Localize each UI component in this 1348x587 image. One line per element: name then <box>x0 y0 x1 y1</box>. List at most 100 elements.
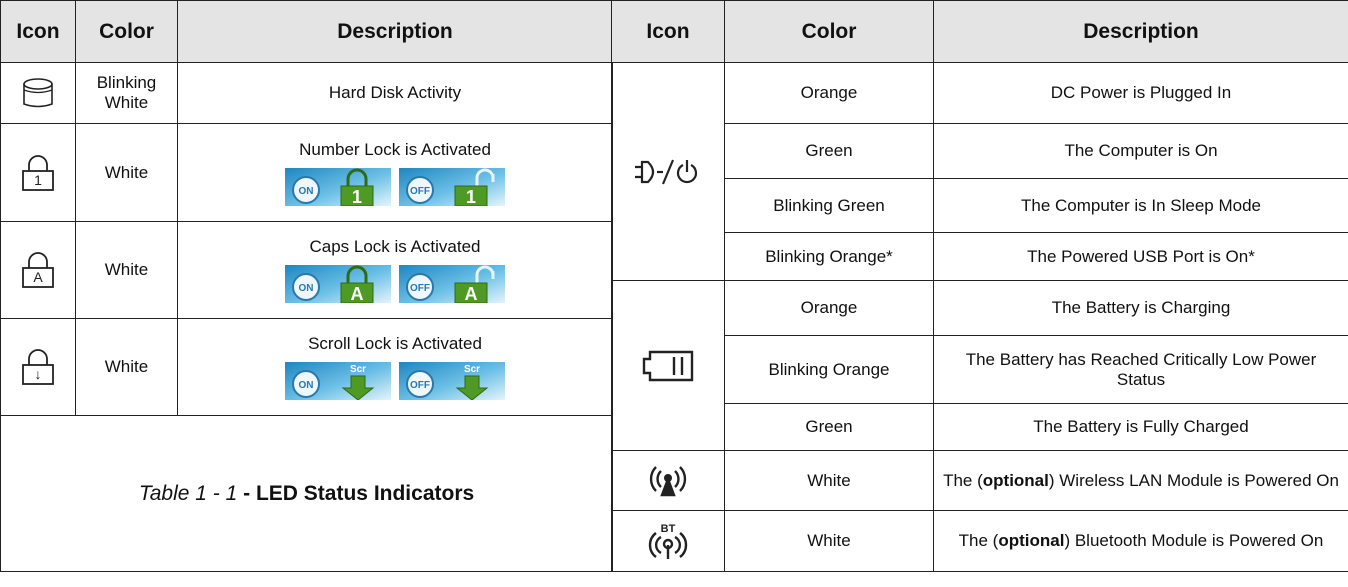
badge-key: A <box>351 284 364 303</box>
badges: ON 1 OFF 1 <box>184 167 606 206</box>
badge-state <box>406 273 434 301</box>
left-table: Icon Color Description Blinking White Ha… <box>0 0 613 572</box>
header: Icon <box>611 0 725 63</box>
badges: ON Scr OFF Scr <box>184 362 606 400</box>
header: Color <box>75 0 178 63</box>
description-cell: Scroll Lock is Activated ON Scr OFF Scr <box>177 318 613 416</box>
shackle <box>28 154 48 171</box>
icon-cell <box>611 62 725 281</box>
color-cell: White <box>724 450 934 511</box>
disk-icon <box>23 78 53 108</box>
caption-title: - LED Status Indicators <box>243 481 475 505</box>
icon-cell <box>611 450 725 511</box>
badge-state-label: ON <box>299 380 314 391</box>
header: Description <box>177 0 613 63</box>
description-cell: The Battery has Reached Critically Low P… <box>933 335 1348 404</box>
badge: ON Scr <box>285 362 391 400</box>
badge-state <box>292 175 320 204</box>
badge: OFF A <box>399 265 505 303</box>
right-table: Icon Color Description Orange DC Power i… <box>611 0 1348 572</box>
description-cell: Caps Lock is Activated ON A OFF A <box>177 221 613 319</box>
num-lock-icon: 1 <box>22 154 54 191</box>
icon-label: ↓ <box>35 366 42 382</box>
power-icon <box>635 159 698 184</box>
badge-state <box>292 370 320 398</box>
description-cell: The (optional) Wireless LAN Module is Po… <box>933 450 1348 511</box>
description-bold: optional <box>982 470 1049 490</box>
color-cell: White <box>75 318 178 416</box>
shackle <box>475 265 495 283</box>
badge: OFF Scr <box>399 362 505 400</box>
lock-body <box>454 282 488 303</box>
badge-state-label: OFF <box>410 186 430 197</box>
lock-body <box>340 282 374 303</box>
description: Caps Lock is Activated <box>309 237 481 256</box>
lock-body <box>454 185 488 206</box>
icon-cell: ↓ <box>0 318 76 416</box>
description-cell: Number Lock is Activated ON 1 OFF 1 <box>177 123 613 222</box>
description-cell: The Computer is On <box>933 123 1348 179</box>
color-cell: White <box>724 510 934 572</box>
header: Description <box>933 0 1348 63</box>
badge-key: A <box>465 284 478 303</box>
arrow <box>341 375 375 400</box>
badge-state <box>406 175 434 204</box>
description-cell: The Powered USB Port is On* <box>933 232 1348 281</box>
description-after: ) Bluetooth Module is Powered On <box>1064 531 1324 550</box>
icon-cell <box>611 280 725 451</box>
badge-key: Scr <box>350 364 366 375</box>
caps-lock-icon: A <box>22 252 54 288</box>
lock-body <box>22 169 54 191</box>
description-cell: The Battery is Fully Charged <box>933 403 1348 451</box>
color-cell: Green <box>724 123 934 179</box>
color-cell: White <box>75 221 178 319</box>
badges: ON A OFF A <box>184 265 606 303</box>
caption-label: Table 1 - 1 <box>138 481 238 505</box>
color-cell: Orange <box>724 280 934 336</box>
bluetooth-icon: BT <box>648 523 688 559</box>
icon-label: 1 <box>34 172 42 188</box>
lock-body <box>22 364 54 385</box>
color-cell: Orange <box>724 62 934 124</box>
badge: OFF 1 <box>399 167 505 206</box>
caption: Table 1 - 1 - LED Status Indicators <box>0 415 613 572</box>
lock-body <box>340 185 374 206</box>
badge-state-label: OFF <box>410 380 430 391</box>
icon-cell: BT <box>611 510 725 572</box>
battery-icon <box>642 350 694 381</box>
icon-label: BT <box>661 523 676 535</box>
description-cell: The Battery is Charging <box>933 280 1348 336</box>
wireless-icon <box>649 465 687 496</box>
shackle <box>28 349 48 365</box>
color-cell: Blinking Orange* <box>724 232 934 281</box>
description-cell: The (optional) Bluetooth Module is Power… <box>933 510 1348 572</box>
description-cell: Hard Disk Activity <box>177 62 613 124</box>
shackle <box>475 168 495 186</box>
header: Icon <box>0 0 76 63</box>
badge-state-label: ON <box>299 283 314 294</box>
badge: ON 1 <box>285 167 391 206</box>
shackle <box>346 265 368 283</box>
badge-key: Scr <box>464 364 480 375</box>
description-before: The ( <box>943 470 983 490</box>
icon-cell: A <box>0 221 76 319</box>
icon-cell: 1 <box>0 123 76 222</box>
header: Color <box>724 0 934 63</box>
badge: ON A <box>285 265 391 303</box>
description: Number Lock is Activated <box>299 139 491 159</box>
arrow <box>455 375 489 400</box>
badge-state <box>406 370 434 398</box>
shackle <box>28 252 48 268</box>
badge-state <box>292 273 320 301</box>
color-cell: White <box>75 123 178 222</box>
color-cell: Blinking White <box>75 62 178 124</box>
scroll-lock-icon: ↓ <box>22 349 54 385</box>
badge-key: 1 <box>466 187 476 206</box>
description: Scroll Lock is Activated <box>308 334 482 353</box>
color-cell: Blinking Green <box>724 178 934 233</box>
description-cell: DC Power is Plugged In <box>933 62 1348 124</box>
description-bold: optional <box>998 531 1065 550</box>
lock-body <box>22 267 54 288</box>
color-cell: Green <box>724 403 934 451</box>
